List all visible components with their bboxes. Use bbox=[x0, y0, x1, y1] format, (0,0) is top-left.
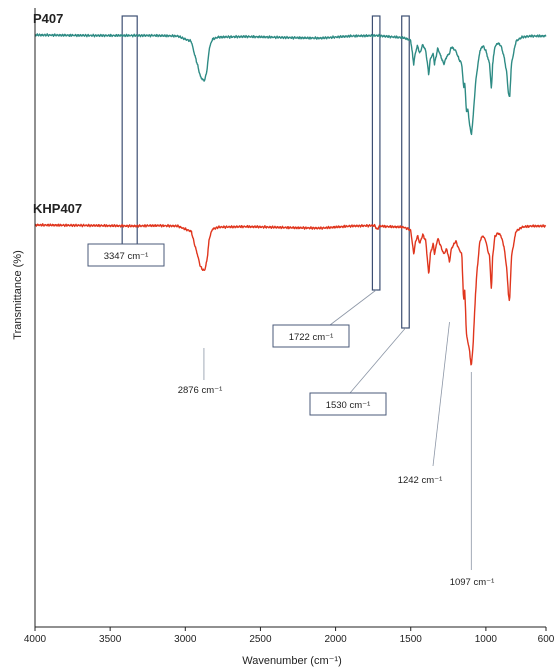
x-ticks: 4000 3500 3000 2500 2000 1500 1000 600 bbox=[24, 627, 555, 645]
ann-1530-label: 1530 cm⁻¹ bbox=[326, 400, 371, 411]
y-axis-title: Transmittance (%) bbox=[12, 250, 24, 339]
x-axis-title: Wavenumber (cm⁻¹) bbox=[242, 655, 342, 667]
band-1722 bbox=[371, 15, 381, 291]
band-3347 bbox=[121, 15, 138, 249]
ann-1722-leader bbox=[329, 289, 377, 326]
ann-1242-label: 1242 cm⁻¹ bbox=[398, 475, 443, 486]
series-line-khp407 bbox=[34, 223, 547, 366]
annotations: 3347 cm⁻¹ 1722 cm⁻¹ 1530 cm⁻¹ 2876 cm⁻¹ 1242… bbox=[87, 243, 495, 588]
ann-1722: 1722 cm⁻¹ bbox=[272, 289, 377, 348]
ann-1722-label: 1722 cm⁻¹ bbox=[289, 332, 334, 343]
ann-3347-label: 3347 cm⁻¹ bbox=[104, 251, 149, 262]
ann-1530: 1530 cm⁻¹ bbox=[309, 327, 406, 416]
series-layer bbox=[34, 33, 547, 366]
x-tick-label: 2000 bbox=[324, 634, 347, 645]
ann-1530-box bbox=[309, 392, 387, 416]
x-tick-label: 600 bbox=[538, 634, 555, 645]
ann-1097-label: 1097 cm⁻¹ bbox=[450, 577, 495, 588]
series-label-p407: P407 bbox=[33, 11, 63, 26]
x-tick-label: 2500 bbox=[249, 634, 272, 645]
series-labels: P407 KHP407 bbox=[33, 11, 82, 216]
ann-1722-box bbox=[272, 324, 350, 348]
series-label-khp407: KHP407 bbox=[33, 201, 82, 216]
x-tick-label: 4000 bbox=[24, 634, 47, 645]
ann-1097: 1097 cm⁻¹ bbox=[450, 372, 495, 588]
axes bbox=[34, 8, 546, 628]
band-1530 bbox=[401, 15, 410, 329]
x-tick-label: 1500 bbox=[400, 634, 423, 645]
ann-2876-label: 2876 cm⁻¹ bbox=[178, 385, 223, 396]
ann-2876: 2876 cm⁻¹ bbox=[178, 348, 223, 396]
ann-3347: 3347 cm⁻¹ bbox=[87, 243, 165, 267]
ann-1530-leader bbox=[349, 327, 406, 394]
highlight-bands bbox=[121, 15, 410, 329]
x-tick-label: 3000 bbox=[174, 634, 197, 645]
ann-1242-leader bbox=[432, 321, 450, 467]
x-tick-label: 1000 bbox=[475, 634, 498, 645]
series-line-p407 bbox=[34, 33, 547, 136]
x-tick-label: 3500 bbox=[99, 634, 122, 645]
ann-3347-box bbox=[87, 243, 165, 267]
ann-1242: 1242 cm⁻¹ bbox=[398, 321, 450, 486]
